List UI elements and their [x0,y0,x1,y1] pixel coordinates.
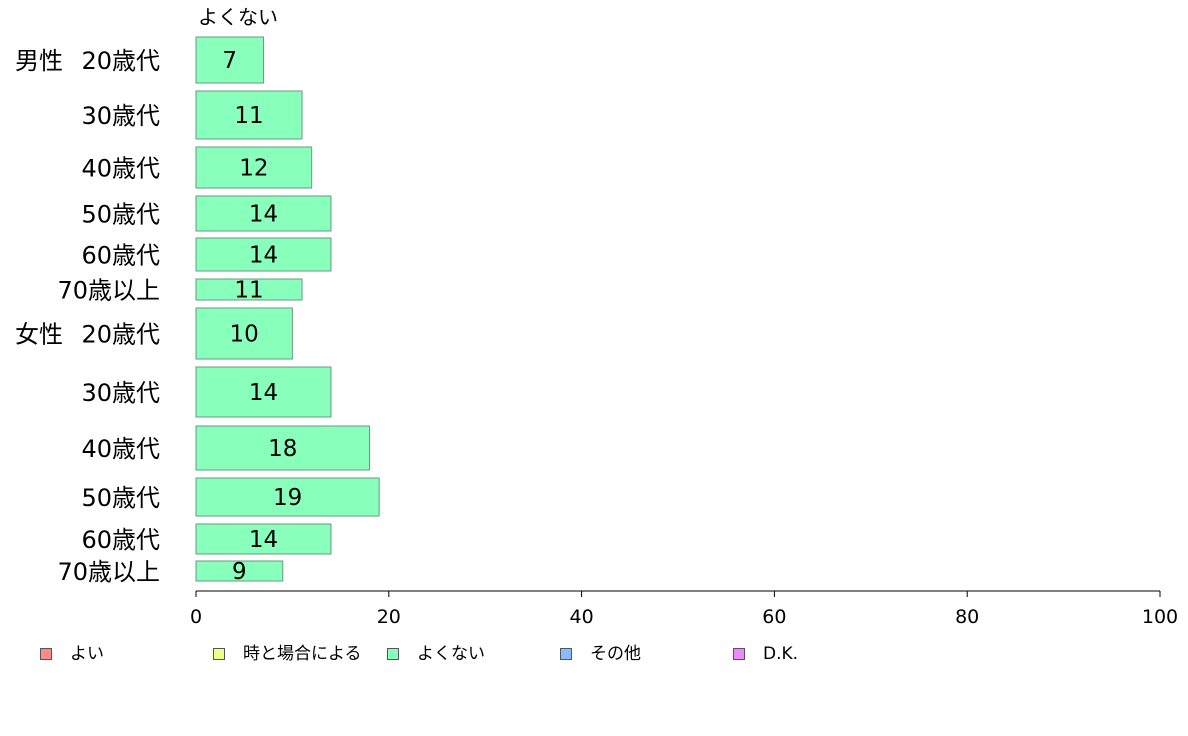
group-label: 女性 [15,321,63,349]
category-label: 70歳以上 [57,277,160,305]
legend-item-other: その他 [560,644,641,664]
legend-label-dk: D.K. [763,644,799,664]
bar-female-5 [195,523,332,555]
data-label: 11 [234,103,263,129]
bar-male-5 [195,237,332,272]
bar-female-4 [195,477,380,517]
data-label: 14 [249,243,278,269]
category-label: 30歳代 [81,379,160,407]
x-tick-label: 100 [1142,606,1178,628]
bar-female-1 [195,307,293,360]
x-tick-label: 40 [570,606,594,628]
bar-female-2 [195,366,332,418]
data-label: 9 [232,559,247,585]
legend-item-good: よい [40,644,104,664]
bar-female-6 [195,560,284,582]
x-tick-label: 60 [762,606,786,628]
data-label: 18 [268,436,297,462]
data-label: 14 [249,202,278,228]
category-label: 60歳代 [81,242,160,270]
x-tick-label: 80 [955,606,979,628]
category-label: 50歳代 [81,484,160,512]
category-label: 50歳代 [81,201,160,229]
legend-item-depends: 時と場合による [213,644,362,664]
category-label: 40歳代 [81,435,160,463]
data-label: 7 [222,48,237,74]
category-label: 70歳以上 [57,558,160,586]
legend-item-dk: D.K. [733,644,798,664]
data-label: 12 [239,156,268,182]
bar-male-4 [195,195,332,232]
bar-male-3 [195,146,313,189]
category-label: 40歳代 [81,155,160,183]
legend-swatch-not-good [387,648,399,660]
category-label: 20歳代 [81,47,160,75]
x-tick-label: 0 [190,606,202,628]
legend-swatch-depends [213,648,225,660]
data-label: 11 [234,278,263,304]
data-label: 14 [249,527,278,553]
legend-item-not-good: よくない [387,644,485,664]
group-label: 男性 [15,47,63,75]
legend-swatch-dk [733,648,745,660]
data-label: 19 [273,485,302,511]
bar-male-1 [195,36,264,84]
legend-label-depends: 時と場合による [243,644,362,664]
x-tick-label: 20 [377,606,401,628]
bar-male-6 [195,278,303,301]
legend-label-good: よい [70,644,104,664]
legend-swatch-other [560,648,572,660]
bar-female-3 [195,425,371,471]
bar-male-2 [195,90,303,140]
legend-swatch-good [40,648,52,660]
data-label: 14 [249,380,278,406]
category-label: 60歳代 [81,526,160,554]
category-label: 20歳代 [81,321,160,349]
category-label: 30歳代 [81,102,160,130]
series-title: よくない [198,5,278,29]
legend: よい 時と場合による よくない その他 D.K. [0,644,1188,668]
bar-chart: よくない720歳代男性1130歳代1240歳代1450歳代1460歳代1170歳… [15,5,1178,628]
legend-label-other: その他 [590,644,641,664]
data-label: 10 [230,322,259,348]
legend-label-not-good: よくない [417,644,485,664]
